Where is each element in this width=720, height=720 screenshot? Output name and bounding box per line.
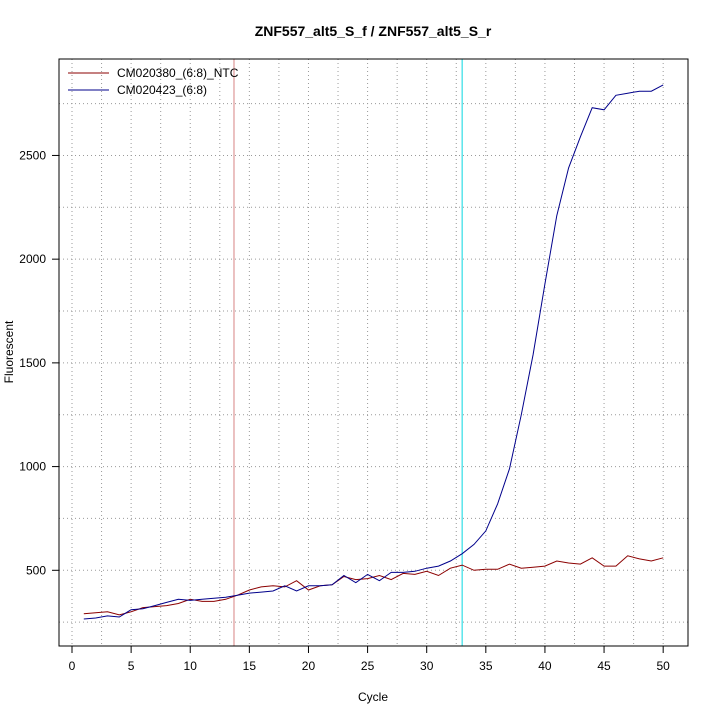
x-tick-label: 10 (184, 659, 198, 673)
y-tick-label: 500 (26, 563, 46, 577)
x-tick-label: 45 (597, 659, 611, 673)
x-tick-label: 40 (538, 659, 552, 673)
y-axis: 500 1000 1500 2000 2500 (19, 148, 60, 577)
grid (59, 59, 688, 646)
series-line-sample (83, 84, 664, 620)
y-tick-label: 1000 (19, 460, 46, 474)
x-tick-label: 0 (69, 659, 76, 673)
x-tick-label: 35 (479, 659, 493, 673)
x-tick-label: 30 (420, 659, 434, 673)
legend-label-sample: CM020423_(6:8) (117, 83, 207, 97)
y-tick-label: 1500 (19, 356, 46, 370)
legend-label-ntc: CM020380_(6:8)_NTC (117, 66, 239, 80)
x-tick-label: 15 (243, 659, 257, 673)
series-lines (83, 84, 664, 620)
chart-title: ZNF557_alt5_S_f / ZNF557_alt5_S_r (255, 23, 492, 39)
y-tick-label: 2000 (19, 252, 46, 266)
legend: CM020380_(6:8)_NTC CM020423_(6:8) (68, 66, 239, 97)
threshold-lines (233, 59, 463, 646)
x-tick-label: 25 (361, 659, 375, 673)
x-tick-label: 5 (128, 659, 135, 673)
y-axis-label: Fluorescent (2, 320, 16, 383)
x-tick-label: 20 (302, 659, 316, 673)
y-tick-label: 2500 (19, 148, 46, 162)
x-axis: 0 5 10 15 20 25 30 35 40 45 50 (69, 645, 670, 673)
x-axis-label: Cycle (358, 690, 388, 704)
x-tick-label: 50 (656, 659, 670, 673)
